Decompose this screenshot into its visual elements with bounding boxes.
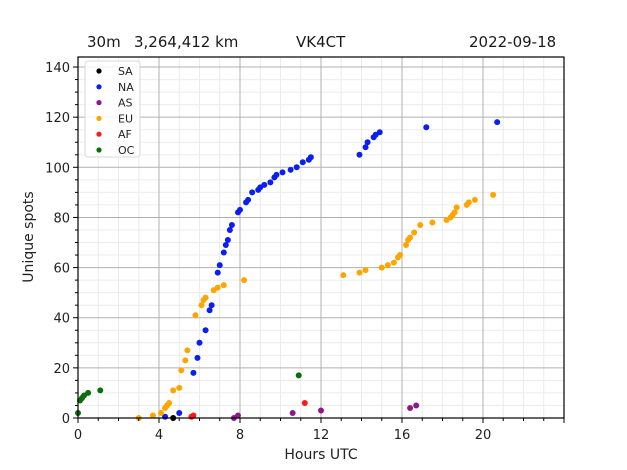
svg-text:140: 140 (45, 61, 70, 76)
legend: SA NA AS EU AF OC (84, 60, 141, 158)
major-grid (77, 57, 564, 419)
date-label: 2022-09-18 (469, 33, 557, 51)
svg-text:20: 20 (475, 428, 492, 443)
x-axis-label: Hours UTC (284, 447, 357, 463)
svg-text:4: 4 (155, 428, 163, 443)
svg-text:60: 60 (53, 262, 70, 277)
svg-text:SA: SA (118, 65, 133, 78)
y-axis-label: Unique spots (21, 191, 37, 282)
distance-label: 3,264,412 km (134, 33, 239, 51)
svg-text:0: 0 (74, 428, 82, 443)
svg-text:20: 20 (53, 362, 70, 377)
band-label: 30m (87, 33, 121, 51)
svg-text:8: 8 (236, 428, 244, 443)
svg-text:0: 0 (62, 412, 70, 427)
svg-text:16: 16 (394, 428, 411, 443)
svg-text:100: 100 (45, 161, 70, 176)
svg-text:80: 80 (53, 211, 70, 226)
svg-text:120: 120 (45, 111, 70, 126)
svg-text:40: 40 (53, 312, 70, 327)
svg-text:OC: OC (118, 144, 135, 157)
svg-text:EU: EU (118, 112, 133, 125)
svg-text:AS: AS (118, 97, 133, 110)
svg-text:12: 12 (313, 428, 330, 443)
data-points (75, 119, 501, 421)
svg-text:AF: AF (118, 128, 132, 141)
svg-text:NA: NA (118, 81, 134, 94)
callsign-label: VK4CT (296, 33, 346, 51)
axis-ticks: 0 4 8 12 16 20 0 20 40 60 80 100 120 140 (45, 61, 565, 443)
